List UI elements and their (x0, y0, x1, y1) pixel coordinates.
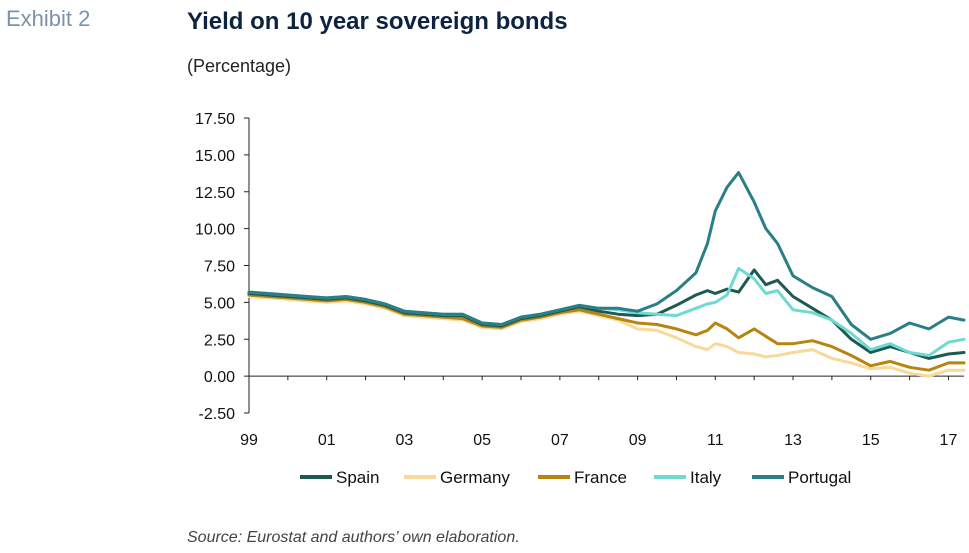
series-lines (247, 171, 966, 378)
axes: 17.50 15.00 12.50 10.00 7.50 5.00 2.50 0.00 -2.5… (195, 111, 964, 449)
series-line-france (247, 293, 966, 372)
x-tick-label: 99 (240, 432, 258, 449)
y-tick-label: 12.50 (195, 185, 235, 202)
x-tick-label: 03 (396, 432, 414, 449)
y-tick-label: 2.50 (204, 332, 235, 349)
x-tick-label: 11 (707, 432, 724, 449)
legend-label-germany: Germany (440, 468, 510, 487)
legend-label-france: France (574, 468, 627, 487)
x-tick-label: 05 (473, 432, 491, 449)
source-note: Source: Eurostat and authors’ own elabor… (187, 529, 520, 546)
y-tick-label: 10.00 (195, 222, 235, 239)
legend-label-spain: Spain (336, 468, 379, 487)
chart-subtitle: (Percentage) (187, 56, 292, 76)
x-tick-label: 13 (784, 432, 802, 449)
y-tick-label: 7.50 (204, 259, 235, 276)
x-tick-label: 09 (629, 432, 647, 449)
y-tick-label: 17.50 (195, 111, 235, 128)
x-tick-label: 17 (940, 432, 958, 449)
chart-title: Yield on 10 year sovereign bonds (187, 8, 568, 35)
series-line-spain (247, 268, 966, 360)
x-tick-label: 15 (862, 432, 880, 449)
series-line-portugal (247, 171, 966, 341)
y-tick-label: 15.00 (195, 148, 235, 165)
legend: Spain Germany France Italy Portugal (300, 468, 851, 487)
x-tick-label: 01 (318, 432, 336, 449)
exhibit-label: Exhibit 2 (6, 6, 91, 31)
y-tick-label: 0.00 (204, 369, 235, 386)
legend-label-italy: Italy (690, 468, 722, 487)
legend-label-portugal: Portugal (788, 468, 851, 487)
y-tick-label: -2.50 (199, 406, 236, 423)
x-tick-label: 07 (551, 432, 569, 449)
y-tick-label: 5.00 (204, 295, 235, 312)
